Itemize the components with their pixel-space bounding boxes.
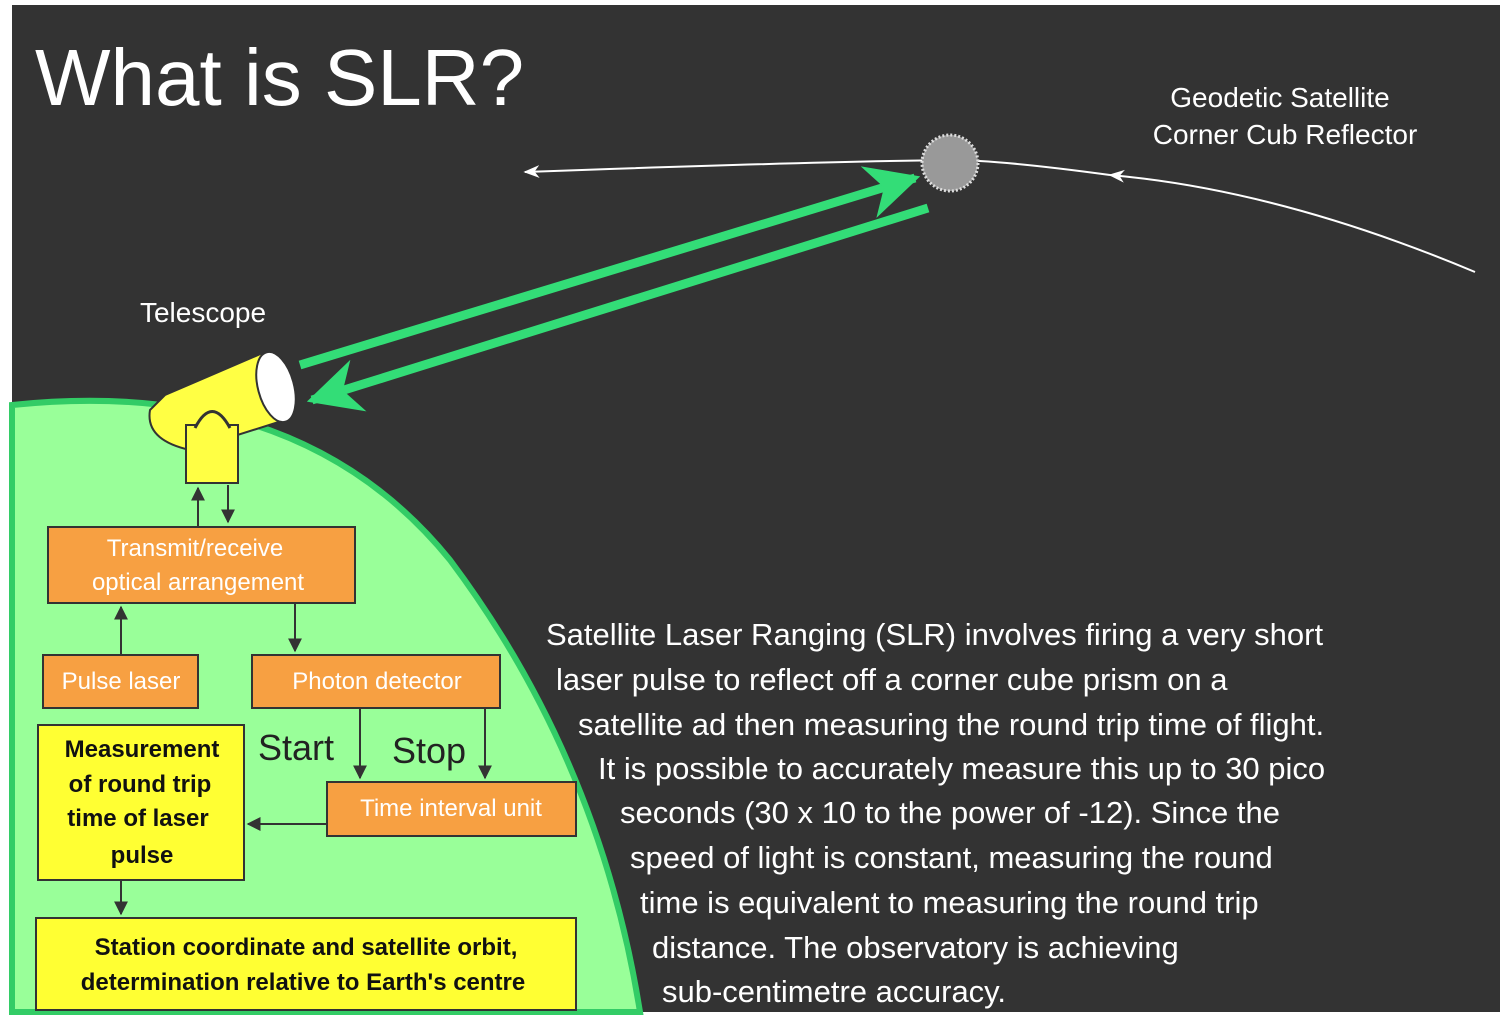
box-text: Photon detector xyxy=(292,668,461,695)
box-text: Time interval unit xyxy=(360,795,542,822)
paragraph-line: satellite ad then measuring the round tr… xyxy=(578,707,1324,742)
paragraph-line: distance. The observatory is achieving xyxy=(652,930,1179,965)
paragraph-line: speed of light is constant, measuring th… xyxy=(630,840,1273,875)
satellite xyxy=(922,135,978,191)
paragraph-line: Satellite Laser Ranging (SLR) involves f… xyxy=(546,617,1323,652)
box xyxy=(36,918,576,1010)
satellite-label: Geodetic Satellite xyxy=(1170,82,1389,113)
diagram: What is SLR? Geodetic Satellite Corner C… xyxy=(0,0,1506,1015)
box-text: Measurement xyxy=(65,736,220,763)
paragraph-line: It is possible to accurately measure thi… xyxy=(598,751,1325,786)
paragraph-line: time is equivalent to measuring the roun… xyxy=(640,885,1259,920)
paragraph-line: laser pulse to reflect off a corner cube… xyxy=(556,662,1228,697)
box-text: Transmit/receive xyxy=(107,535,283,562)
title: What is SLR? xyxy=(35,33,524,122)
stop-label: Stop xyxy=(392,730,466,771)
box-text: optical arrangement xyxy=(92,569,304,596)
box-text: pulse xyxy=(111,842,174,869)
satellite-label: Corner Cub Reflector xyxy=(1153,119,1418,150)
box-text: time of laser xyxy=(67,805,208,832)
telescope-label: Telescope xyxy=(140,297,266,328)
paragraph-line: seconds (30 x 10 to the power of -12). S… xyxy=(620,795,1280,830)
box-text: Station coordinate and satellite orbit, xyxy=(95,934,518,961)
paragraph-line: sub-centimetre accuracy. xyxy=(662,974,1006,1009)
start-label: Start xyxy=(258,727,334,768)
box-text: of round trip xyxy=(69,771,212,798)
box-text: determination relative to Earth's centre xyxy=(81,969,526,996)
box-text: Pulse laser xyxy=(62,668,181,695)
